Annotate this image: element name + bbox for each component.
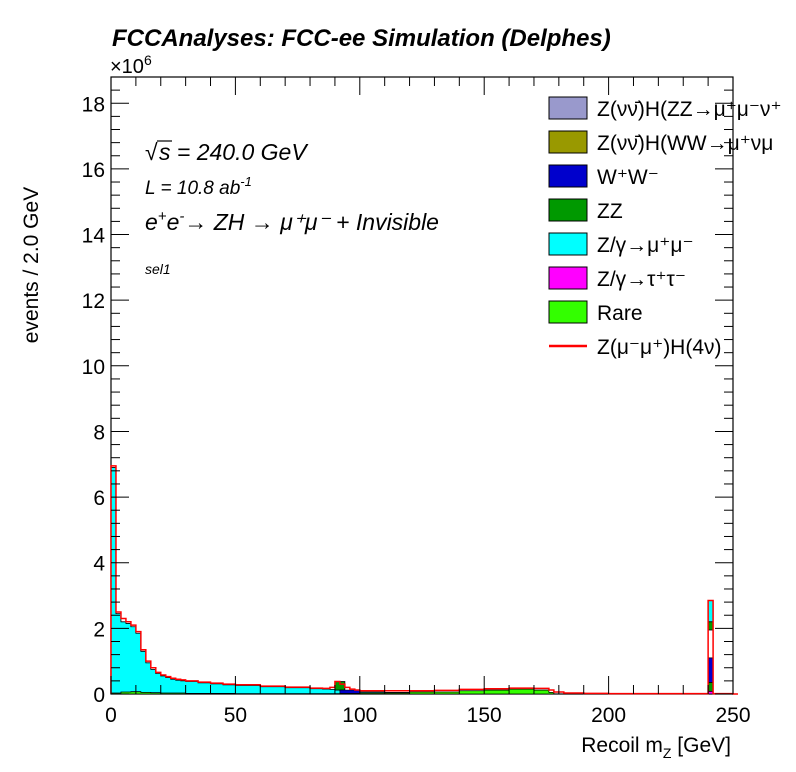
sqrt-s-text: s = 240.0 GeV [159,139,309,165]
x-axis-label-unit: [GeV] [671,734,731,757]
legend-entry-label: Z(νν̄)H(WW→μ⁺νμ [597,132,773,155]
legend-box-swatch [548,130,588,154]
y-exponent-base: ×10 [110,56,144,78]
lumi-power: -1 [240,174,252,189]
y-exponent-label: ×106 [110,52,152,78]
legend-entry-label: Z/γ→τ⁺τ⁻ [597,268,686,291]
legend-entry-label: Z(νν̄)H(ZZ→μ⁺μ⁻ν⁺ [597,98,782,121]
legend-entry-label: ZZ [597,200,623,223]
y-tick-label: 6 [93,487,105,510]
y-tick-label: 18 [82,93,105,116]
legend-entry-label: Rare [597,302,643,325]
sqrt-symbol: √ [145,139,158,165]
y-axis-label: events / 2.0 GeV [20,187,43,343]
y-tick-label: 0 [93,684,105,707]
annotation-lumi: L = 10.8 ab-1 [145,174,252,199]
axes: 0 50 100 150 200 250 0 2 4 6 8 10 12 14 16 18 [82,76,751,727]
legend-box-swatch [548,96,588,120]
y-tick-label: 2 [93,618,105,641]
y-tick-label: 14 [82,225,106,248]
y-tick-label: 10 [82,356,105,379]
plot-area [110,465,738,695]
legend-box-swatch [548,232,588,256]
legend-box-swatch [548,198,588,222]
y-tick-label: 4 [93,553,105,576]
x-tick-label: 50 [224,704,247,727]
annotation-selection: sel1 [145,261,171,277]
legend-box-swatch [548,300,588,324]
x-tick-label: 100 [342,704,377,727]
process-minus-sup: - [179,208,184,225]
total-outline-line [110,465,738,695]
chart-title: FCCAnalyses: FCC-ee Simulation (Delphes) [112,25,611,52]
legend: Z(νν̄)H(ZZ→μ⁺μ⁻ν⁺ Z(νν̄)H(WW→μ⁺νμ W⁺W⁻ ZZ Z/… [548,96,782,359]
process-e-plus: e [145,209,158,235]
lumi-prefix: L = 10.8 ab [145,178,240,199]
x-axis-label-sub: Z [663,745,672,761]
x-tick-label: 250 [715,704,750,727]
y-tick-label: 8 [93,421,105,444]
legend-entry-label: W⁺W⁻ [597,166,659,189]
annotation-process: e+e-→ ZH → μ⁺μ⁻ + Invisible [145,208,439,235]
x-tick-label: 0 [105,704,117,727]
x-axis-label-main: Recoil m [581,734,663,757]
y-tick-label: 16 [82,159,105,182]
legend-box-swatch [548,164,588,188]
legend-entry-label: Z/γ→μ⁺μ⁻ [597,234,694,257]
process-plus-sup: + [158,208,167,225]
process-rest: → ZH → μ⁺μ⁻ + Invisible [184,209,439,235]
legend-entry-label: Z(μ⁻μ⁺)H(4ν) [597,336,722,359]
legend-box-swatch [548,266,588,290]
y-exponent-power: 6 [144,52,152,68]
x-tick-label: 200 [591,704,626,727]
x-tick-label: 150 [467,704,502,727]
process-e-minus: e [167,209,180,235]
y-tick-label: 12 [82,290,105,313]
x-axis-label: Recoil mZ [GeV] [581,734,731,761]
annotation-sqrt-s: √ s = 240.0 GeV [145,139,309,165]
